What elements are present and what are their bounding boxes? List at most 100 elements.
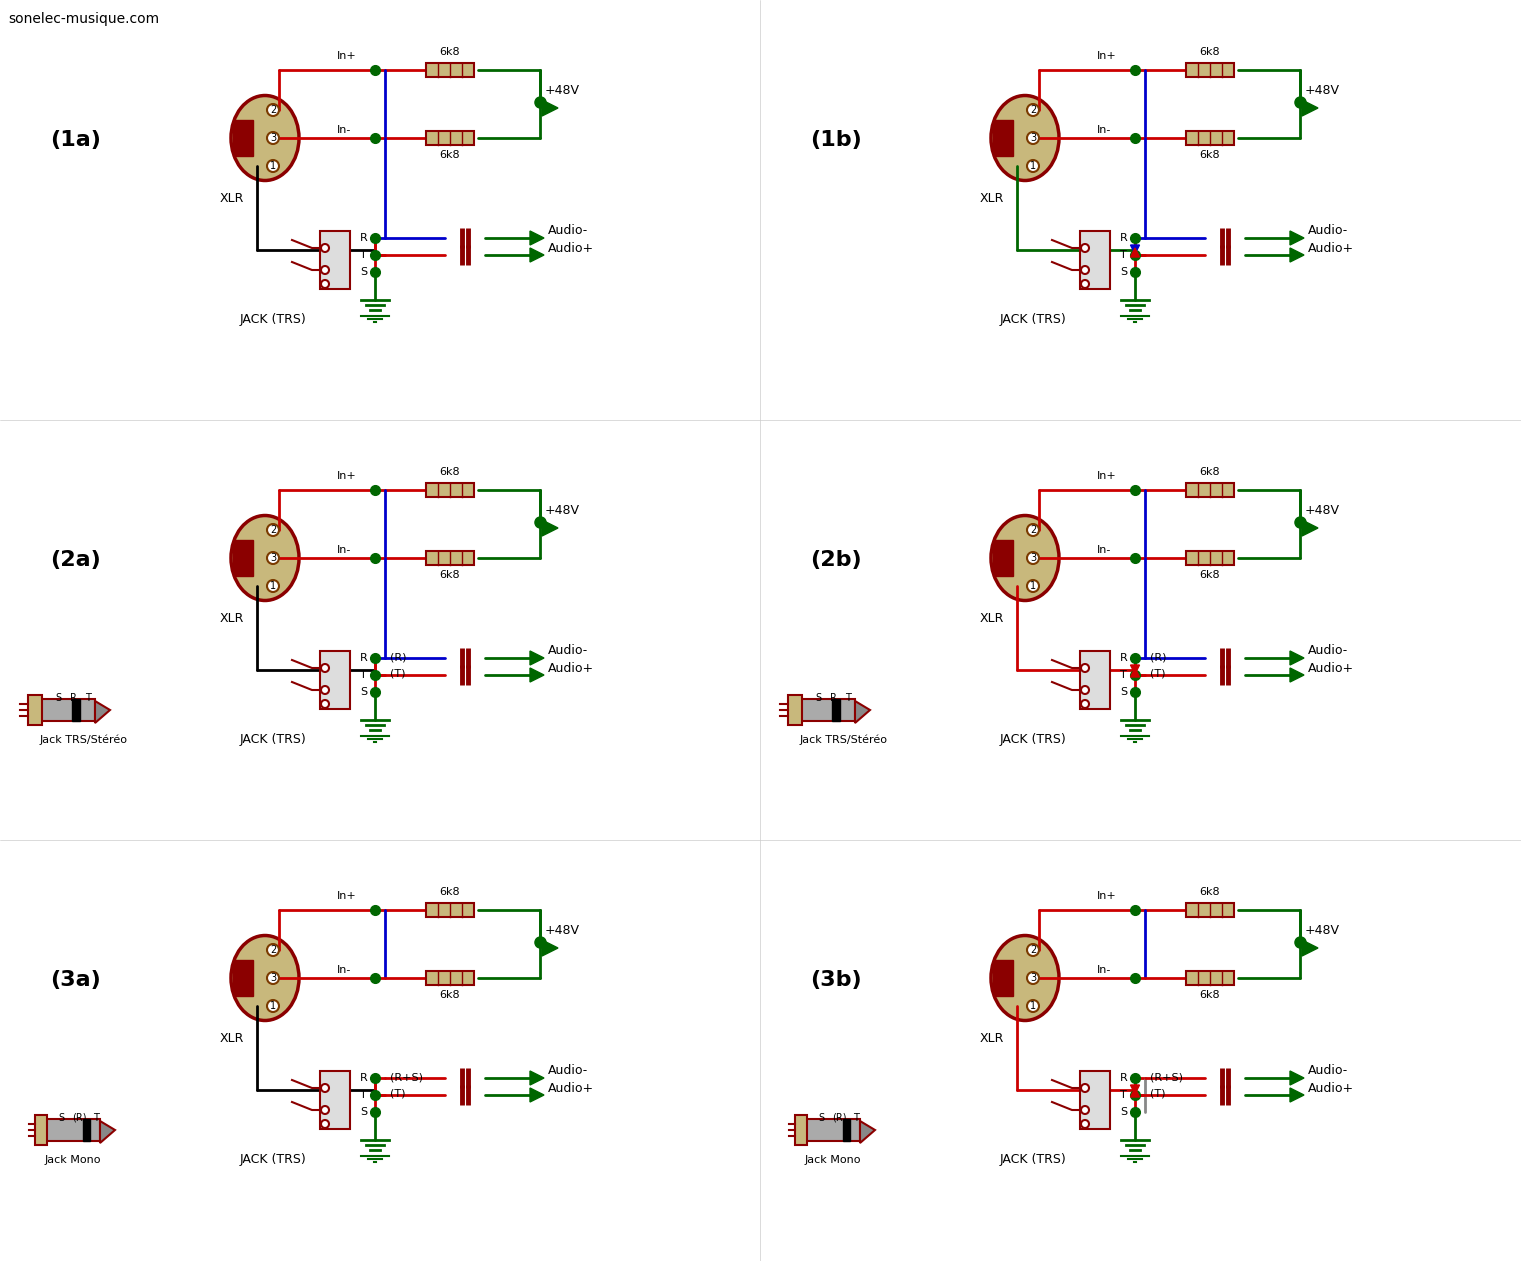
Text: Audio-: Audio- xyxy=(548,223,589,237)
Text: JACK (TRS): JACK (TRS) xyxy=(240,734,307,747)
Text: T: T xyxy=(853,1113,859,1124)
Text: 3: 3 xyxy=(269,973,277,984)
Polygon shape xyxy=(1290,1088,1303,1102)
Text: R: R xyxy=(70,694,78,702)
Bar xyxy=(426,483,475,497)
Text: XLR: XLR xyxy=(980,1031,1004,1044)
Text: 6k8: 6k8 xyxy=(440,570,461,580)
Bar xyxy=(993,960,1013,996)
Text: 6k8: 6k8 xyxy=(1200,886,1220,897)
Text: T: T xyxy=(1119,1090,1127,1100)
Text: Audio+: Audio+ xyxy=(548,1082,595,1095)
Circle shape xyxy=(268,580,278,591)
Text: 3: 3 xyxy=(269,132,277,142)
Polygon shape xyxy=(529,248,545,262)
Bar xyxy=(1080,231,1110,289)
Bar xyxy=(426,903,475,917)
Text: JACK (TRS): JACK (TRS) xyxy=(999,314,1066,327)
Bar xyxy=(832,699,840,721)
Text: 2: 2 xyxy=(269,944,277,955)
Text: 2: 2 xyxy=(1030,105,1036,115)
Text: Jack Mono: Jack Mono xyxy=(46,1155,102,1165)
Text: T: T xyxy=(360,670,367,680)
Circle shape xyxy=(1027,103,1039,116)
Circle shape xyxy=(321,665,329,672)
Text: (R): (R) xyxy=(71,1113,87,1124)
Text: 6k8: 6k8 xyxy=(1200,990,1220,1000)
Circle shape xyxy=(268,552,278,564)
Bar xyxy=(993,120,1013,156)
Text: (T): (T) xyxy=(389,1088,406,1098)
Text: (R): (R) xyxy=(389,653,406,663)
Bar xyxy=(788,695,802,725)
Polygon shape xyxy=(529,231,545,245)
Bar xyxy=(795,1115,808,1145)
Circle shape xyxy=(268,1000,278,1013)
Text: In+: In+ xyxy=(1097,50,1116,61)
Text: (R+S): (R+S) xyxy=(389,1073,423,1083)
Polygon shape xyxy=(1302,100,1319,116)
Text: S: S xyxy=(815,694,821,702)
Text: In+: In+ xyxy=(1097,472,1116,480)
Text: 1: 1 xyxy=(269,1001,277,1011)
Text: 3: 3 xyxy=(269,554,277,562)
Circle shape xyxy=(268,944,278,956)
Bar xyxy=(426,63,475,77)
Text: Audio-: Audio- xyxy=(1308,223,1348,237)
Bar xyxy=(1186,131,1234,145)
Polygon shape xyxy=(1130,1088,1139,1097)
Circle shape xyxy=(268,132,278,144)
Text: JACK (TRS): JACK (TRS) xyxy=(999,734,1066,747)
Text: 2: 2 xyxy=(269,105,277,115)
Bar xyxy=(233,960,252,996)
Polygon shape xyxy=(529,1088,545,1102)
Circle shape xyxy=(1027,944,1039,956)
Polygon shape xyxy=(1130,245,1139,253)
Text: In+: In+ xyxy=(338,892,357,902)
Circle shape xyxy=(1081,1106,1089,1113)
Bar xyxy=(843,1119,850,1141)
Bar xyxy=(319,1071,350,1129)
Circle shape xyxy=(321,686,329,694)
Circle shape xyxy=(1081,280,1089,288)
Text: JACK (TRS): JACK (TRS) xyxy=(999,1154,1066,1166)
Bar xyxy=(46,1119,100,1141)
Circle shape xyxy=(268,972,278,984)
Bar xyxy=(426,551,475,565)
Text: (R): (R) xyxy=(1150,653,1167,663)
Circle shape xyxy=(1027,525,1039,536)
Text: 6k8: 6k8 xyxy=(440,467,461,477)
Polygon shape xyxy=(1290,668,1303,682)
Bar xyxy=(1080,651,1110,709)
Text: XLR: XLR xyxy=(221,192,245,204)
Text: 3: 3 xyxy=(1030,973,1036,984)
Bar xyxy=(233,120,252,156)
Text: Audio+: Audio+ xyxy=(1308,662,1354,675)
Text: (3a): (3a) xyxy=(50,970,100,990)
Text: 2: 2 xyxy=(1030,944,1036,955)
Bar xyxy=(1186,971,1234,985)
Text: (2a): (2a) xyxy=(50,550,100,570)
Text: R: R xyxy=(830,694,837,702)
Bar xyxy=(805,1119,859,1141)
Circle shape xyxy=(321,243,329,252)
Text: 6k8: 6k8 xyxy=(1200,47,1220,57)
Text: (R): (R) xyxy=(832,1113,847,1124)
Text: JACK (TRS): JACK (TRS) xyxy=(240,314,307,327)
Circle shape xyxy=(1081,1120,1089,1129)
Ellipse shape xyxy=(231,516,300,600)
Text: 6k8: 6k8 xyxy=(440,990,461,1000)
Text: In+: In+ xyxy=(1097,892,1116,902)
Polygon shape xyxy=(529,668,545,682)
Polygon shape xyxy=(541,520,558,536)
Text: +48V: +48V xyxy=(1305,83,1340,97)
Text: Audio-: Audio- xyxy=(1308,1063,1348,1077)
Bar xyxy=(993,540,1013,576)
Text: Audio-: Audio- xyxy=(1308,643,1348,657)
Text: S: S xyxy=(1119,267,1127,277)
Text: JACK (TRS): JACK (TRS) xyxy=(240,1154,307,1166)
Polygon shape xyxy=(855,701,870,723)
Circle shape xyxy=(1081,665,1089,672)
Text: T: T xyxy=(1119,670,1127,680)
Bar xyxy=(1080,1071,1110,1129)
